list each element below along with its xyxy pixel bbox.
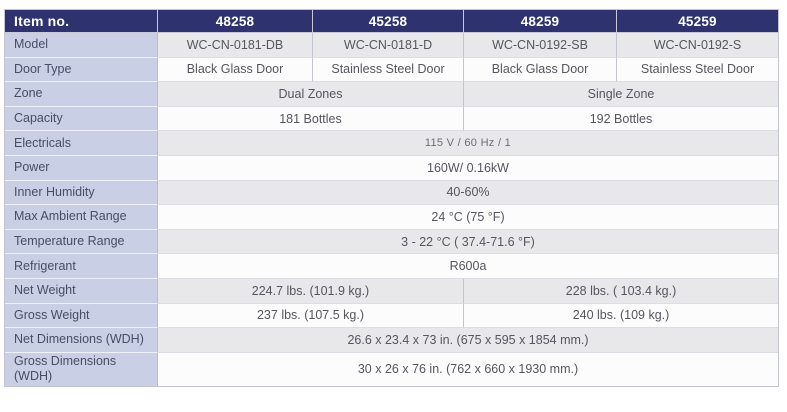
row-label: Gross Dimensions (WDH) xyxy=(5,352,158,386)
row-label: Power xyxy=(5,155,158,181)
spec-cell: 240 lbs. (109 kg.) xyxy=(464,303,778,329)
spec-cell: 26.6 x 23.4 x 73 in. (675 x 595 x 1854 m… xyxy=(158,328,778,353)
spec-table: Item no. 48258 45258 48259 45259 Model W… xyxy=(4,9,779,387)
row-label: Gross Weight xyxy=(5,303,158,329)
table-row-gross-weight: Gross Weight 237 lbs. (107.5 kg.) 240 lb… xyxy=(5,303,778,329)
table-row-door-type: Door Type Black Glass Door Stainless Ste… xyxy=(5,57,778,83)
spec-cell: WC-CN-0192-SB xyxy=(464,33,617,58)
header-sku-4: 45259 xyxy=(617,10,778,33)
spec-cell: Black Glass Door xyxy=(464,57,617,83)
table-row-temperature-range: Temperature Range 3 - 22 °C ( 37.4-71.6 … xyxy=(5,229,778,255)
spec-cell: Dual Zones xyxy=(158,82,464,107)
row-label: Refrigerant xyxy=(5,254,158,279)
spec-cell: WC-CN-0181-D xyxy=(313,33,464,58)
table-row-model: Model WC-CN-0181-DB WC-CN-0181-D WC-CN-0… xyxy=(5,33,778,58)
spec-cell: R600a xyxy=(158,254,778,279)
spec-cell: 192 Bottles xyxy=(464,106,778,132)
spec-cell: 160W/ 0.16kW xyxy=(158,155,778,181)
table-row-power: Power 160W/ 0.16kW xyxy=(5,155,778,181)
spec-cell: 228 lbs. ( 103.4 kg.) xyxy=(464,278,778,304)
row-label: Net Weight xyxy=(5,278,158,304)
spec-cell: 181 Bottles xyxy=(158,106,464,132)
row-label: Max Ambient Range xyxy=(5,205,158,230)
row-label: Inner Humidity xyxy=(5,180,158,206)
spec-cell: 3 - 22 °C ( 37.4-71.6 °F) xyxy=(158,229,778,255)
row-label: Net Dimensions (WDH) xyxy=(5,328,158,353)
row-label: Door Type xyxy=(5,57,158,83)
spec-cell: 30 x 26 x 76 in. (762 x 660 x 1930 mm.) xyxy=(158,352,778,386)
spec-cell: 115 V / 60 Hz / 1 xyxy=(158,131,778,156)
row-label: Electricals xyxy=(5,131,158,156)
spec-cell: WC-CN-0181-DB xyxy=(158,33,313,58)
spec-cell: WC-CN-0192-S xyxy=(617,33,778,58)
table-row-max-ambient-range: Max Ambient Range 24 °C (75 °F) xyxy=(5,205,778,230)
table-row-refrigerant: Refrigerant R600a xyxy=(5,254,778,279)
spec-cell: Stainless Steel Door xyxy=(617,57,778,83)
spec-cell: Single Zone xyxy=(464,82,778,107)
header-sku-2: 45258 xyxy=(313,10,464,33)
table-row-gross-dimensions: Gross Dimensions (WDH) 30 x 26 x 76 in. … xyxy=(5,352,778,386)
spec-cell: Stainless Steel Door xyxy=(313,57,464,83)
row-label: Zone xyxy=(5,82,158,107)
header-sku-1: 48258 xyxy=(158,10,313,33)
spec-cell: 224.7 lbs. (101.9 kg.) xyxy=(158,278,464,304)
table-row-zone: Zone Dual Zones Single Zone xyxy=(5,82,778,107)
spec-cell: 24 °C (75 °F) xyxy=(158,205,778,230)
header-item-no: Item no. xyxy=(5,10,158,33)
spec-cell: Black Glass Door xyxy=(158,57,313,83)
row-label: Temperature Range xyxy=(5,229,158,255)
table-row-electricals: Electricals 115 V / 60 Hz / 1 xyxy=(5,131,778,156)
table-row-net-dimensions: Net Dimensions (WDH) 26.6 x 23.4 x 73 in… xyxy=(5,328,778,353)
table-row-net-weight: Net Weight 224.7 lbs. (101.9 kg.) 228 lb… xyxy=(5,278,778,304)
table-row-inner-humidity: Inner Humidity 40-60% xyxy=(5,180,778,206)
row-label: Model xyxy=(5,33,158,58)
spec-cell: 237 lbs. (107.5 kg.) xyxy=(158,303,464,329)
table-row-capacity: Capacity 181 Bottles 192 Bottles xyxy=(5,106,778,132)
spec-cell: 40-60% xyxy=(158,180,778,206)
row-label: Capacity xyxy=(5,106,158,132)
header-row: Item no. 48258 45258 48259 45259 xyxy=(5,10,778,33)
header-sku-3: 48259 xyxy=(464,10,617,33)
